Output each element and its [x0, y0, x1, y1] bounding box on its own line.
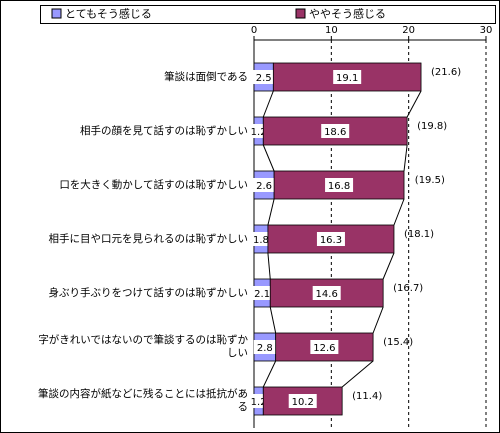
value-label: 2.8: [257, 343, 273, 354]
x-tick-label: 20: [402, 25, 415, 36]
series-line: [267, 252, 271, 280]
category-label: 筆談は面倒である: [164, 70, 248, 83]
value-label-bg: [249, 232, 272, 246]
series-line: [403, 144, 408, 172]
series-line: [262, 360, 277, 388]
value-label: 2.1: [254, 289, 270, 300]
total-label: (15.4): [383, 337, 413, 348]
value-label-bg: [325, 178, 354, 192]
value-label-bg: [333, 70, 362, 84]
value-label: 16.3: [320, 235, 342, 246]
total-label: (11.4): [352, 391, 382, 402]
value-label: 18.6: [324, 127, 346, 138]
legend-swatch: [51, 8, 62, 19]
total-label: (19.8): [417, 121, 447, 132]
category-label: 口を大きく動かして話すのは恥ずかしい: [59, 178, 248, 191]
value-label-bg: [252, 70, 275, 84]
series-line: [406, 90, 422, 118]
value-label: 12.6: [313, 343, 335, 354]
value-label-bg: [288, 394, 317, 408]
value-label-bg: [312, 286, 341, 300]
category-label: 身ぶり手ぶりをつけて話すのは恥ずかしい: [48, 286, 249, 299]
category-label: 相手に目や口元を見られるのは恥ずかしい: [48, 232, 249, 245]
value-label-bg: [321, 124, 350, 138]
series-line: [372, 306, 384, 334]
x-tick-label: 0: [251, 25, 257, 36]
series-line: [262, 144, 275, 172]
category-label: 相手の顔を見て話すのは恥ずかしい: [80, 124, 248, 137]
value-label-bg: [253, 178, 276, 192]
value-label-bg: [310, 340, 339, 354]
total-label: (19.5): [415, 175, 445, 186]
series-line: [267, 198, 275, 226]
legend-swatch: [295, 8, 306, 19]
x-tick-label: 10: [325, 25, 338, 36]
series-line: [269, 306, 277, 334]
value-label: 1.2: [251, 127, 267, 138]
legend-box: [40, 5, 496, 24]
value-label: 2.5: [256, 73, 272, 84]
total-label: (16.7): [393, 283, 423, 294]
legend-label: ややそう感じる: [309, 8, 386, 21]
x-tick-label: 30: [480, 25, 493, 36]
total-label: (21.6): [431, 67, 461, 78]
value-label: 2.6: [256, 181, 272, 192]
value-label: 1.2: [251, 397, 267, 408]
value-label-bg: [251, 286, 274, 300]
value-label: 10.2: [292, 397, 314, 408]
value-label: 14.6: [316, 289, 338, 300]
value-label: 16.8: [328, 181, 350, 192]
total-label: (18.1): [404, 229, 434, 240]
series-line: [382, 252, 395, 280]
category-label: 字がきれいではないので筆談するのは恥ずかしい: [38, 334, 248, 359]
category-label: 筆談の内容が紙などに残ることには抵抗がある: [38, 388, 248, 413]
series-line: [341, 360, 374, 388]
series-line: [262, 90, 274, 118]
series-line: [393, 198, 405, 226]
legend-label: とてもそう感じる: [65, 8, 152, 21]
value-label: 19.1: [336, 73, 358, 84]
value-label-bg: [253, 340, 276, 354]
value-label-bg: [316, 232, 345, 246]
value-label: 1.8: [253, 235, 269, 246]
